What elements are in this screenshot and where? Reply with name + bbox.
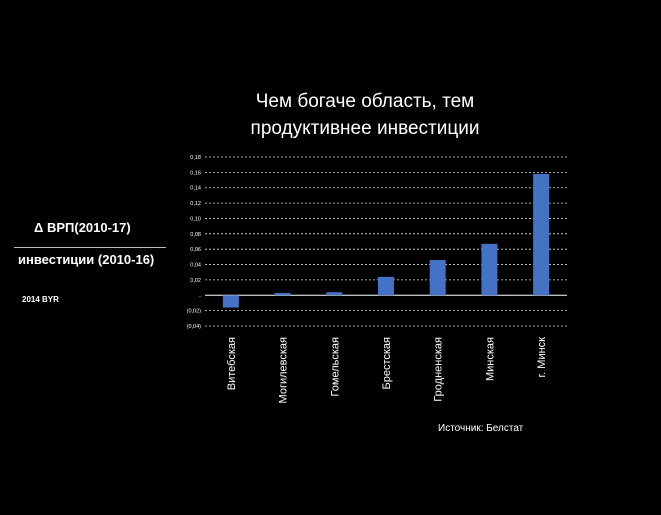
x-tick-label: Витебская <box>226 337 238 390</box>
bar <box>326 292 343 296</box>
chart-title: Чем богаче область, тем продуктивнее инв… <box>200 88 530 142</box>
fraction-line <box>14 247 166 248</box>
bar <box>274 292 291 296</box>
x-tick-label: Гродненская <box>433 337 445 402</box>
y-tick-label: - <box>199 293 201 299</box>
y-tick-label: 0,18 <box>190 155 201 161</box>
bar <box>533 173 550 296</box>
x-tick-label: Могилевская <box>278 337 290 403</box>
bar <box>378 276 394 296</box>
chart-title-line-2: продуктивнее инвестиции <box>250 118 480 139</box>
y-tick-label: 0,10 <box>190 216 201 222</box>
y-tick-label: 0,06 <box>190 247 201 253</box>
y-tick-label: 0,12 <box>190 201 201 207</box>
bar <box>429 259 446 296</box>
bar <box>481 243 498 296</box>
x-tick-label: Минская <box>484 337 496 381</box>
bar <box>222 295 239 308</box>
x-tick-label: г. Минск <box>536 337 548 378</box>
y-axis-label-denominator: инвестиции (2010-16) <box>18 252 155 267</box>
y-tick-label: (0,02) <box>187 309 202 315</box>
y-tick-label: 0,14 <box>190 186 201 192</box>
unit-label: 2014 BYR <box>22 295 59 304</box>
y-tick-label: 0,08 <box>190 232 201 238</box>
y-tick-label: 0,16 <box>190 170 201 176</box>
y-tick-label: 0,02 <box>190 278 201 284</box>
source-note: Источник: Белстат <box>438 423 524 434</box>
x-tick-label: Гомельская <box>329 337 341 396</box>
y-tick-label: 0,04 <box>190 263 201 269</box>
chart-title-line-1: Чем богаче область, тем <box>255 91 475 112</box>
x-tick-label: Брестская <box>381 337 393 390</box>
y-tick-label: (0,04) <box>187 324 202 330</box>
y-axis-label-numerator: Δ ВРП(2010-17) <box>34 220 131 235</box>
